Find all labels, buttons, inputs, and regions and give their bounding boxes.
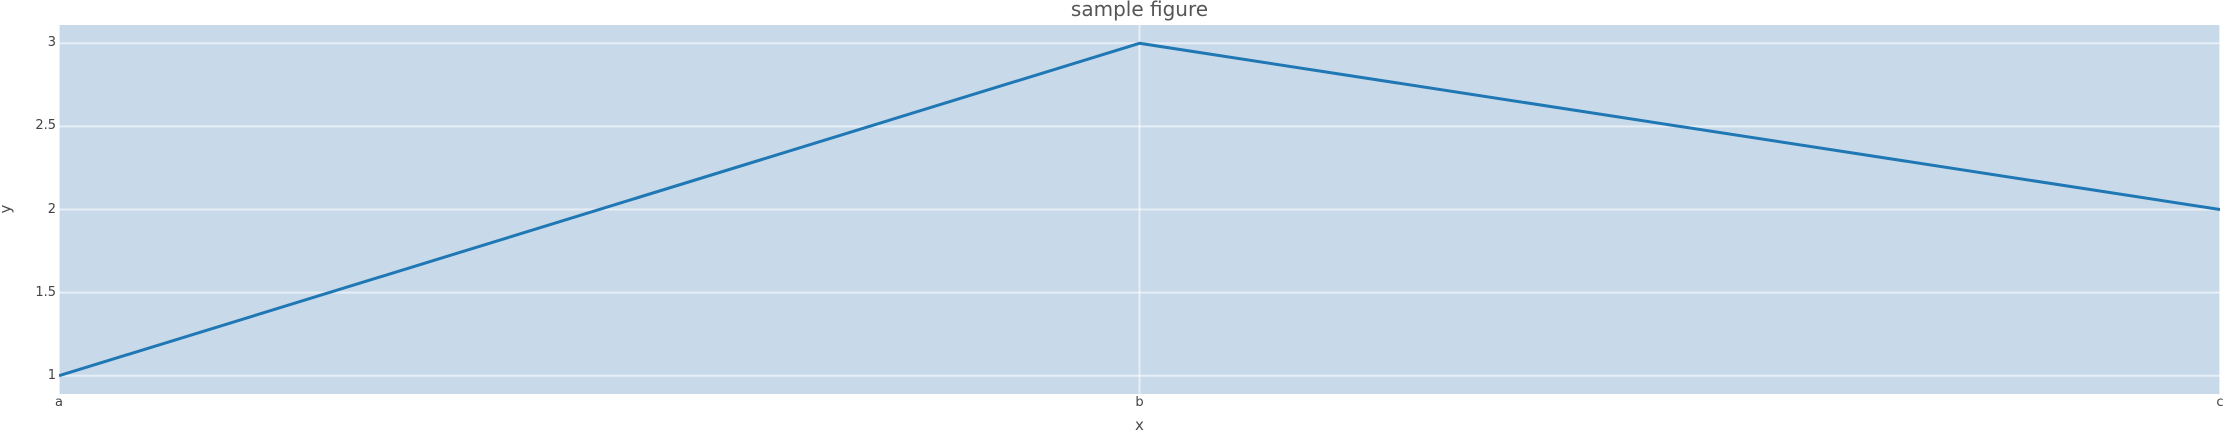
y-tick-label: 2 xyxy=(47,201,56,217)
plot-canvas xyxy=(59,25,2220,394)
y-axis-title: y xyxy=(0,205,14,214)
y-tick-label: 2.5 xyxy=(35,118,56,134)
chart-title: sample figure xyxy=(1070,0,1209,21)
x-axis-title: x xyxy=(1135,416,1144,434)
x-tick-label: c xyxy=(2216,395,2224,410)
y-tick-label: 3 xyxy=(47,35,56,51)
x-tick-label: a xyxy=(55,395,63,410)
y-tick-label: 1 xyxy=(47,367,56,383)
y-tick-label: 1.5 xyxy=(35,284,56,300)
y-axis-tick-labels: 1 1.5 2 2.5 3 xyxy=(0,25,59,394)
plot-area[interactable] xyxy=(59,25,2220,394)
x-axis-tick-labels: a b c xyxy=(55,395,2224,411)
x-tick-label: b xyxy=(1135,395,1144,410)
series-line xyxy=(59,41,2220,378)
